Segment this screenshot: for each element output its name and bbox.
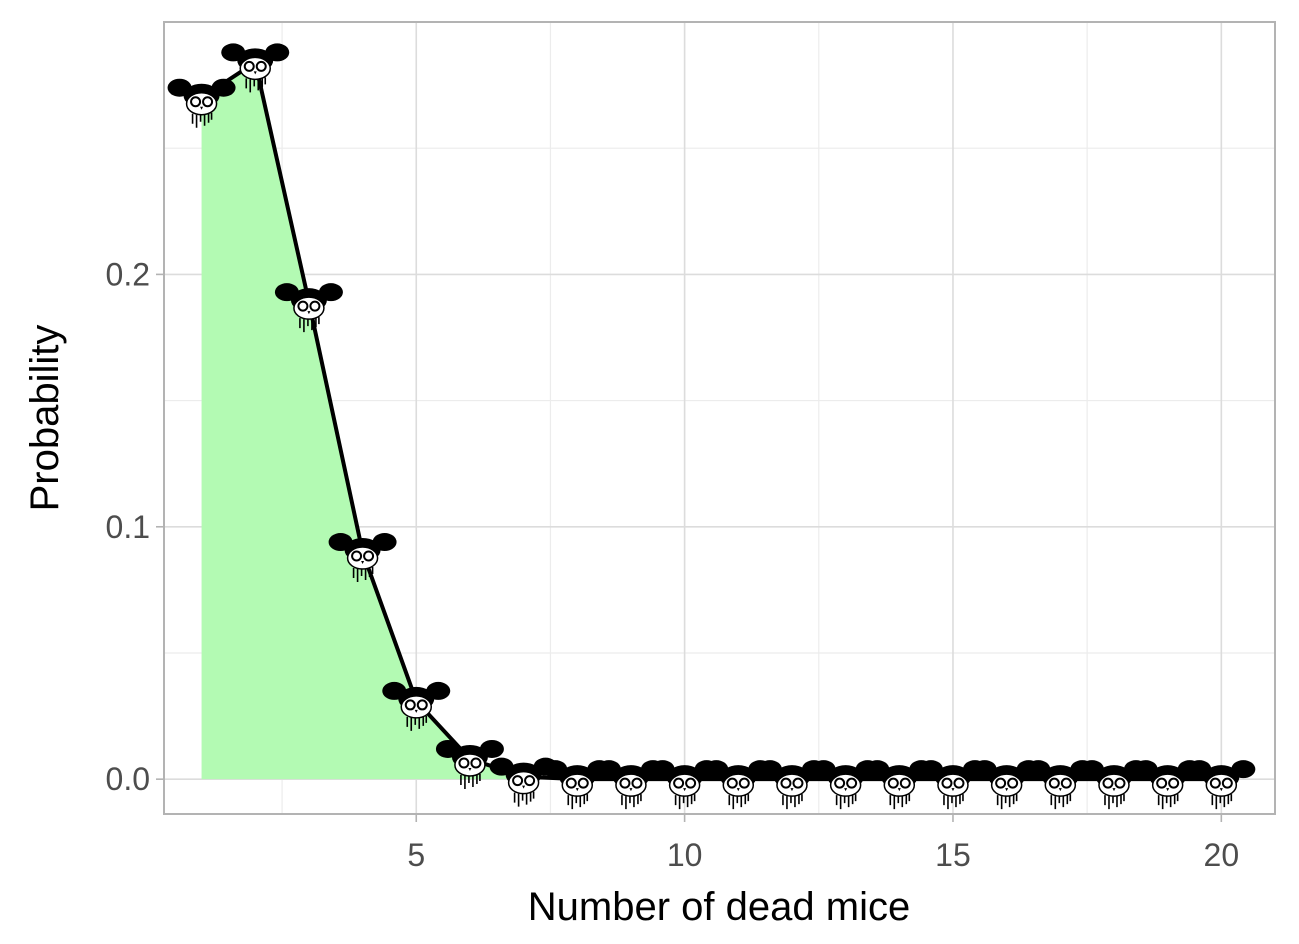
minor-gridlines xyxy=(164,22,1275,814)
y-tick-label: 0.2 xyxy=(106,256,150,292)
x-axis-ticks: 5 10 15 20 xyxy=(407,814,1239,873)
y-tick-label: 0.1 xyxy=(106,509,150,545)
x-tick-label: 15 xyxy=(935,837,971,873)
probability-area xyxy=(201,62,1222,780)
y-tick-label: 0.0 xyxy=(106,761,150,797)
x-tick-label: 20 xyxy=(1204,837,1240,873)
x-tick-label: 5 xyxy=(407,837,425,873)
y-axis-title: Probability xyxy=(23,325,67,512)
panel-border xyxy=(163,21,1276,815)
y-axis-ticks: 0.0 0.1 0.2 xyxy=(106,256,164,797)
x-tick-label: 10 xyxy=(667,837,703,873)
plot-panel xyxy=(163,21,1276,815)
x-axis-title: Number of dead mice xyxy=(528,885,910,929)
